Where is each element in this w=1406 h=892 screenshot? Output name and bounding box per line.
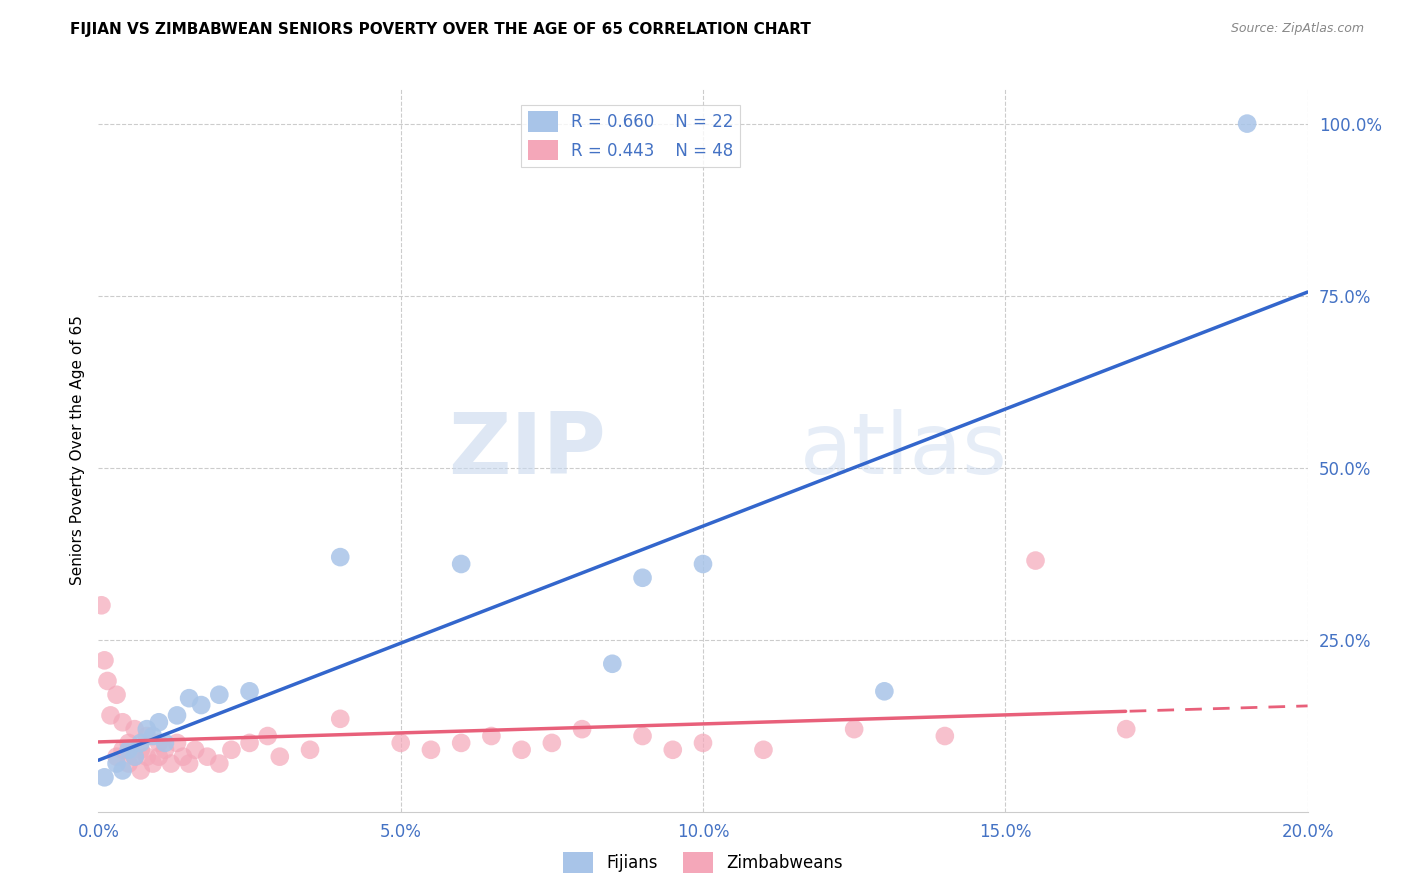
Text: ZIP: ZIP — [449, 409, 606, 492]
Point — [135, 749, 157, 764]
Point — [118, 736, 141, 750]
Point — [420, 743, 443, 757]
Point — [105, 756, 128, 771]
Point — [1024, 553, 1046, 567]
Point — [329, 550, 352, 565]
Point — [934, 729, 956, 743]
Point — [118, 743, 141, 757]
Point — [96, 673, 118, 688]
Point — [142, 756, 165, 771]
Point — [124, 722, 146, 736]
Point — [510, 743, 533, 757]
Point — [166, 708, 188, 723]
Point — [93, 653, 115, 667]
Point — [239, 736, 262, 750]
Point — [873, 684, 896, 698]
Point — [299, 743, 322, 757]
Point — [844, 722, 866, 736]
Point — [172, 749, 194, 764]
Point — [602, 657, 624, 671]
Y-axis label: Seniors Poverty Over the Age of 65: Seniors Poverty Over the Age of 65 — [69, 316, 84, 585]
Point — [111, 715, 134, 730]
Point — [148, 715, 170, 730]
Point — [571, 722, 593, 736]
Point — [179, 691, 201, 706]
Point — [153, 736, 176, 750]
Point — [1115, 722, 1137, 736]
Legend: R = 0.660    N = 22, R = 0.443    N = 48: R = 0.660 N = 22, R = 0.443 N = 48 — [522, 104, 740, 167]
Point — [631, 571, 654, 585]
Point — [752, 743, 775, 757]
Point — [118, 756, 141, 771]
Point — [135, 729, 157, 743]
Point — [221, 743, 243, 757]
Point — [153, 743, 176, 757]
Point — [129, 736, 152, 750]
Point — [111, 764, 134, 778]
Point — [692, 557, 714, 571]
Point — [450, 736, 472, 750]
Point — [329, 712, 352, 726]
Point — [195, 749, 218, 764]
Text: FIJIAN VS ZIMBABWEAN SENIORS POVERTY OVER THE AGE OF 65 CORRELATION CHART: FIJIAN VS ZIMBABWEAN SENIORS POVERTY OVE… — [70, 22, 811, 37]
Legend: Fijians, Zimbabweans: Fijians, Zimbabweans — [557, 846, 849, 880]
Point — [160, 756, 183, 771]
Point — [661, 743, 683, 757]
Point — [148, 736, 170, 750]
Point — [239, 684, 262, 698]
Point — [269, 749, 291, 764]
Point — [124, 749, 146, 764]
Text: atlas: atlas — [800, 409, 1008, 492]
Point — [111, 743, 134, 757]
Point — [90, 599, 112, 613]
Point — [208, 756, 231, 771]
Point — [124, 749, 146, 764]
Point — [184, 743, 207, 757]
Point — [129, 764, 152, 778]
Text: Source: ZipAtlas.com: Source: ZipAtlas.com — [1230, 22, 1364, 36]
Point — [148, 749, 170, 764]
Point — [105, 749, 128, 764]
Point — [1236, 117, 1258, 131]
Point — [208, 688, 231, 702]
Point — [179, 756, 201, 771]
Point — [93, 770, 115, 784]
Point — [142, 729, 165, 743]
Point — [692, 736, 714, 750]
Point — [481, 729, 503, 743]
Point — [540, 736, 562, 750]
Point — [100, 708, 122, 723]
Point — [256, 729, 278, 743]
Point — [631, 729, 654, 743]
Point — [190, 698, 212, 712]
Point — [105, 688, 128, 702]
Point — [135, 722, 157, 736]
Point — [450, 557, 472, 571]
Point — [389, 736, 412, 750]
Point — [129, 743, 152, 757]
Point — [166, 736, 188, 750]
